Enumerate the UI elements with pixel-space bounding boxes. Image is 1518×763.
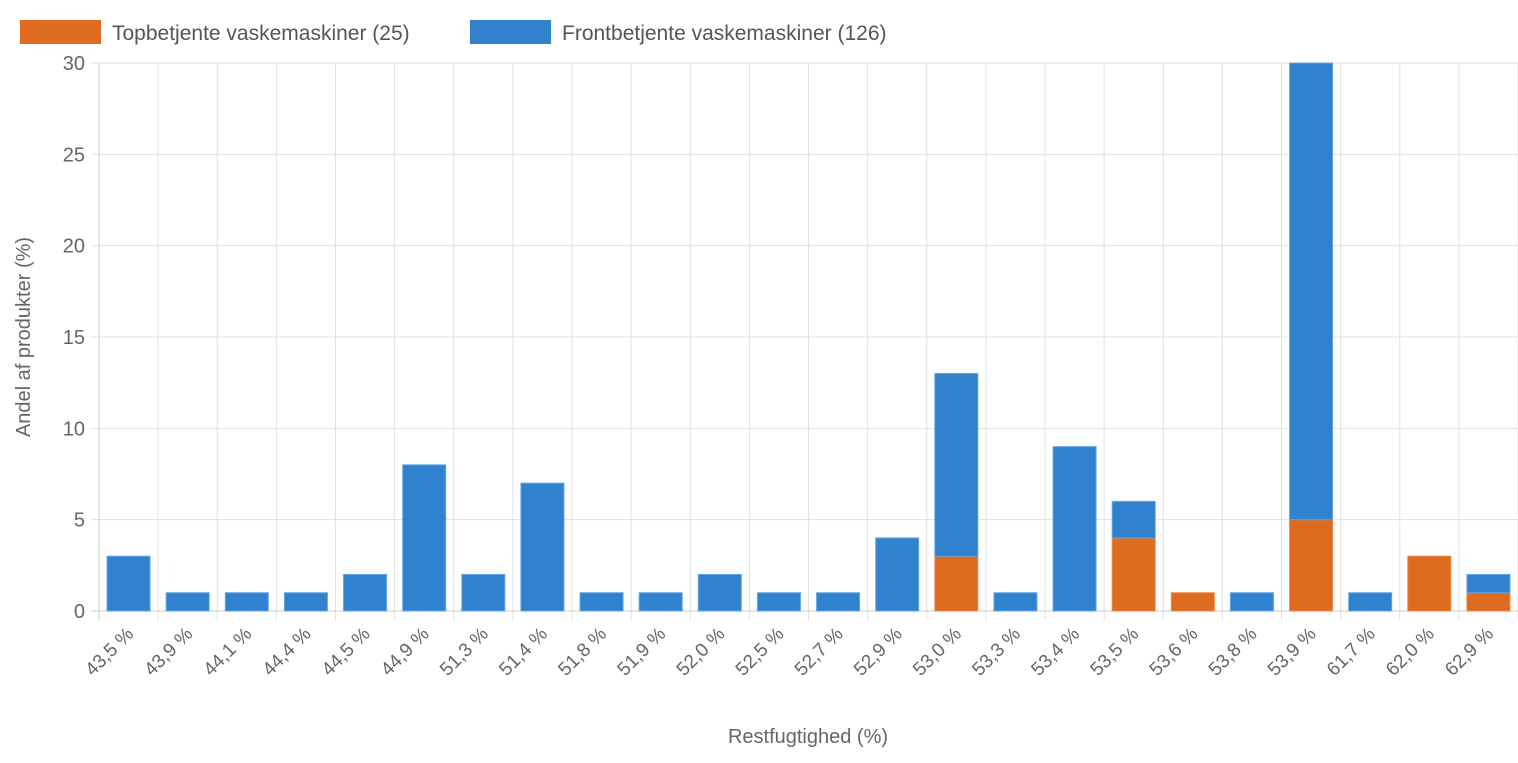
- x-tick-label: 52,9 %: [850, 624, 907, 681]
- bar-front-loaded: [697, 573, 742, 612]
- x-tick-label: 44,1 %: [200, 624, 257, 681]
- bar-front-loaded: [1348, 592, 1393, 612]
- x-tick-label: 52,7 %: [791, 624, 848, 681]
- x-tick-label: 53,8 %: [1205, 624, 1262, 681]
- bar-front-loaded: [224, 592, 269, 612]
- x-tick-label: 53,6 %: [1146, 624, 1203, 681]
- y-tick-label: 30: [63, 53, 85, 75]
- legend-label: Topbetjente vaskemaskiner (25): [112, 22, 410, 45]
- x-tick-label: 62,0 %: [1382, 624, 1439, 681]
- y-tick-label: 15: [63, 327, 85, 349]
- bar-front-loaded: [283, 592, 328, 612]
- bar-front-loaded: [1111, 500, 1156, 539]
- x-tick-label: 52,0 %: [673, 624, 730, 681]
- bar-top-loaded: [934, 555, 979, 612]
- bar-front-loaded: [1466, 573, 1511, 594]
- x-tick-label: 51,3 %: [436, 624, 493, 681]
- bar-front-loaded: [520, 482, 565, 612]
- bar-front-loaded: [1052, 446, 1097, 612]
- y-tick-label: 10: [63, 418, 85, 440]
- x-tick-label: 53,4 %: [1027, 624, 1084, 681]
- bar-front-loaded: [343, 573, 388, 612]
- bar-top-loaded: [1289, 519, 1334, 612]
- x-axis-title: Restfugtighed (%): [728, 726, 888, 748]
- y-tick-label: 5: [74, 510, 85, 532]
- y-tick-label: 20: [63, 236, 85, 258]
- bar-top-loaded: [1170, 592, 1215, 612]
- x-tick-label: 61,7 %: [1323, 624, 1380, 681]
- legend-swatch: [20, 20, 101, 44]
- x-tick-label: 53,0 %: [909, 624, 966, 681]
- bar-top-loaded: [1407, 555, 1452, 612]
- bar-front-loaded: [106, 555, 151, 612]
- y-tick-label: 0: [74, 601, 85, 623]
- x-tick-label: 62,9 %: [1441, 624, 1498, 681]
- x-tick-label: 44,4 %: [259, 624, 316, 681]
- bar-front-loaded: [1229, 592, 1274, 612]
- bar-front-loaded: [402, 464, 447, 612]
- x-tick-label: 43,5 %: [81, 624, 138, 681]
- x-tick-label: 53,9 %: [1264, 624, 1321, 681]
- x-tick-label: 43,9 %: [141, 624, 198, 681]
- x-tick-label: 53,3 %: [968, 624, 1025, 681]
- bar-front-loaded: [165, 592, 210, 612]
- bar-front-loaded: [1289, 62, 1334, 521]
- bar-front-loaded: [875, 537, 920, 612]
- legend-swatch: [470, 20, 551, 44]
- y-axis-title: Andel af produkter (%): [13, 237, 35, 437]
- bar-front-loaded: [934, 373, 979, 557]
- bar-front-loaded: [579, 592, 624, 612]
- x-tick-label: 52,5 %: [732, 624, 789, 681]
- bar-front-loaded: [461, 573, 506, 612]
- bar-front-loaded: [756, 592, 801, 612]
- bar-top-loaded: [1466, 592, 1511, 612]
- bar-front-loaded: [638, 592, 683, 612]
- x-tick-label: 44,9 %: [377, 624, 434, 681]
- bar-front-loaded: [993, 592, 1038, 612]
- x-tick-label: 51,4 %: [495, 624, 552, 681]
- y-tick-label: 25: [63, 144, 85, 166]
- legend-label: Frontbetjente vaskemaskiner (126): [562, 22, 887, 45]
- x-tick-label: 53,5 %: [1087, 624, 1144, 681]
- x-tick-label: 51,8 %: [554, 624, 611, 681]
- bar-front-loaded: [816, 592, 861, 612]
- x-tick-label: 44,5 %: [318, 624, 375, 681]
- bar-top-loaded: [1111, 537, 1156, 612]
- x-tick-label: 51,9 %: [614, 624, 671, 681]
